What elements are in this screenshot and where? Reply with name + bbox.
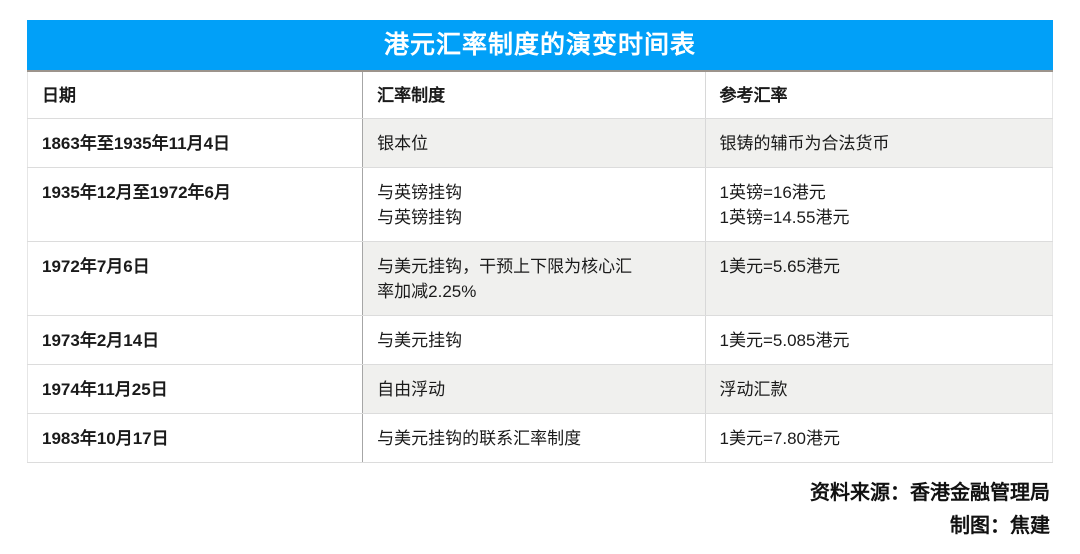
- exchange-rate-table: 日期 汇率制度 参考汇率 1863年至1935年11月4日 银本位 银铸的辅币为合法货币…: [27, 72, 1053, 463]
- regime-cell: 银本位: [362, 118, 706, 168]
- exchange-rate-table-card: 港元汇率制度的演变时间表 日期 汇率制度 参考汇率 1863年至1935年11月4日…: [27, 20, 1053, 463]
- table-header-row: 日期 汇率制度 参考汇率: [27, 72, 1053, 119]
- table-row: 1863年至1935年11月4日 银本位 银铸的辅币为合法货币: [27, 118, 1053, 168]
- table-row: 1974年11月25日 自由浮动 浮动汇款: [27, 364, 1053, 414]
- date-cell: 1863年至1935年11月4日: [27, 118, 363, 168]
- column-header-date: 日期: [27, 72, 363, 119]
- table-row: 1972年7月6日 与美元挂钩，干预上下限为核心汇 率加减2.25% 1美元=5.65…: [27, 241, 1053, 316]
- rate-cell: 1美元=5.65港元: [704, 241, 1053, 316]
- column-header-regime: 汇率制度: [362, 72, 706, 119]
- rate-cell: 1美元=5.085港元: [704, 315, 1053, 365]
- rate-cell: 银铸的辅币为合法货币: [704, 118, 1053, 168]
- regime-cell: 自由浮动: [362, 364, 706, 414]
- date-cell: 1974年11月25日: [27, 364, 363, 414]
- table-row: 1973年2月14日 与美元挂钩 1美元=5.085港元: [27, 315, 1053, 365]
- rate-cell: 浮动汇款: [704, 364, 1053, 414]
- regime-cell: 与英镑挂钩 与英镑挂钩: [362, 167, 706, 242]
- regime-cell: 与美元挂钩: [362, 315, 706, 365]
- table-row: 1983年10月17日 与美元挂钩的联系汇率制度 1美元=7.80港元: [27, 413, 1053, 463]
- rate-cell: 1美元=7.80港元: [704, 413, 1053, 463]
- table-title: 港元汇率制度的演变时间表: [383, 30, 696, 59]
- table-row: 1935年12月至1972年6月 与英镑挂钩 与英镑挂钩 1英镑=16港元 1英镑=14…: [27, 167, 1053, 242]
- regime-cell: 与美元挂钩，干预上下限为核心汇 率加减2.25%: [362, 241, 706, 316]
- date-cell: 1973年2月14日: [27, 315, 363, 365]
- table-title-bar: 港元汇率制度的演变时间表: [27, 20, 1053, 72]
- date-cell: 1972年7月6日: [27, 241, 363, 316]
- footer-notes: 资料来源：香港金融管理局 制图：焦建: [450, 477, 1050, 543]
- column-header-rate: 参考汇率: [704, 72, 1053, 119]
- credit-note: 制图：焦建: [950, 515, 1050, 537]
- date-cell: 1935年12月至1972年6月: [27, 167, 363, 242]
- source-note: 资料来源：香港金融管理局: [810, 482, 1050, 504]
- rate-cell: 1英镑=16港元 1英镑=14.55港元: [704, 167, 1053, 242]
- regime-cell: 与美元挂钩的联系汇率制度: [362, 413, 706, 463]
- date-cell: 1983年10月17日: [27, 413, 363, 463]
